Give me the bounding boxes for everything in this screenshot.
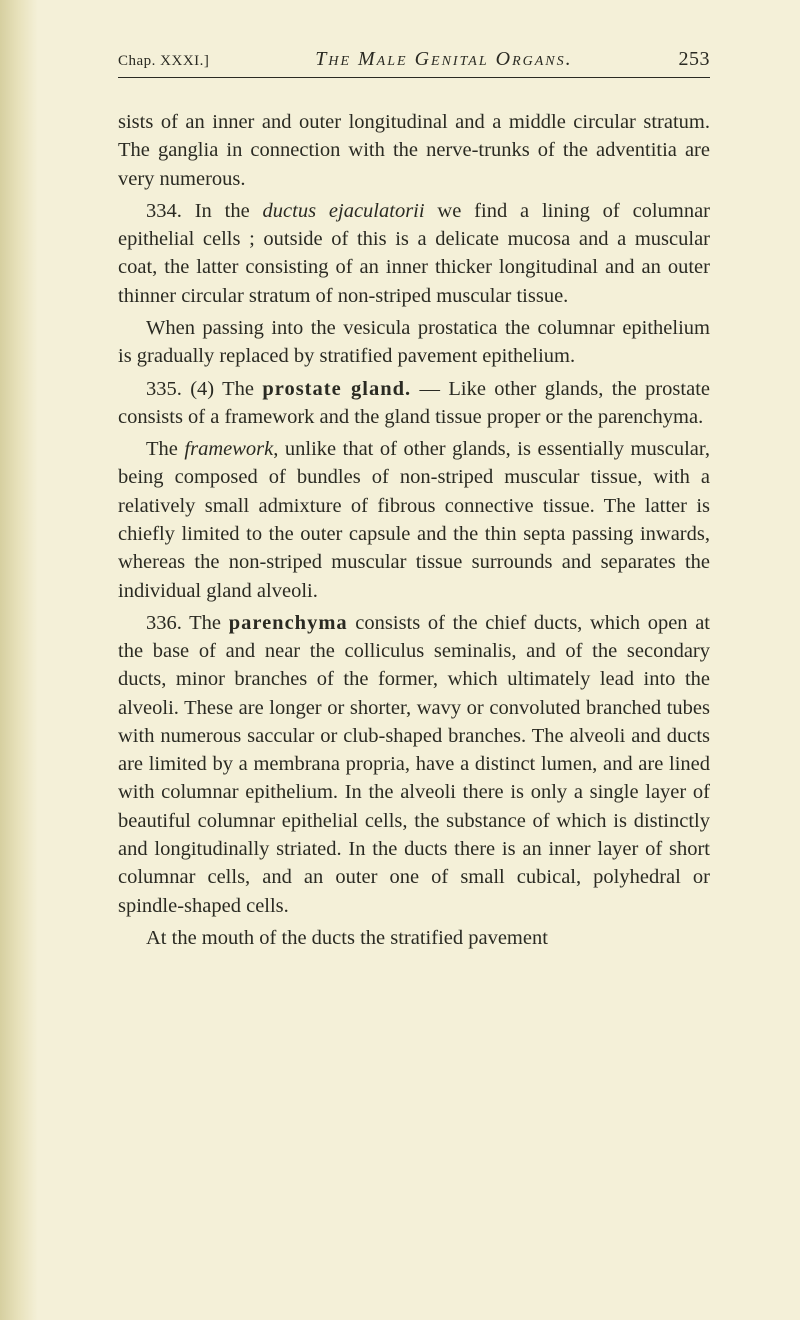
body-paragraph: sists of an inner and outer longitudinal… xyxy=(118,108,710,193)
text-run: The xyxy=(146,438,184,460)
page-number: 253 xyxy=(679,48,711,71)
text-run: 336. The xyxy=(146,612,229,634)
body-paragraph: 334. In the ductus ejaculatorii we find … xyxy=(118,197,710,310)
text-run: 334. In the xyxy=(146,200,263,222)
header-rule xyxy=(118,77,710,78)
text-run: 335. (4) The xyxy=(146,378,262,400)
body-paragraph: The framework, unlike that of other glan… xyxy=(118,435,710,605)
italic-term: framework xyxy=(184,438,273,460)
body-paragraph: When passing into the vesicula prostatic… xyxy=(118,314,710,371)
bold-term: prostate gland. xyxy=(262,378,411,400)
bold-term: parenchyma xyxy=(229,612,348,634)
body-paragraph: At the mouth of the ducts the stratified… xyxy=(118,924,710,952)
text-run: , unlike that of other glands, is essent… xyxy=(118,438,710,601)
running-head: Chap. XXXI.] The Male Genital Organs. 25… xyxy=(118,48,710,71)
page: Chap. XXXI.] The Male Genital Organs. 25… xyxy=(0,0,800,1320)
text-run: consists of the chief ducts, which open … xyxy=(118,612,710,917)
page-title: The Male Genital Organs. xyxy=(209,48,678,71)
body-paragraph: 336. The parenchyma consists of the chie… xyxy=(118,609,710,920)
italic-term: ductus ejaculatorii xyxy=(263,200,425,222)
chapter-label: Chap. XXXI.] xyxy=(118,53,209,70)
body-paragraph: 335. (4) The prostate gland. — Like othe… xyxy=(118,375,710,432)
